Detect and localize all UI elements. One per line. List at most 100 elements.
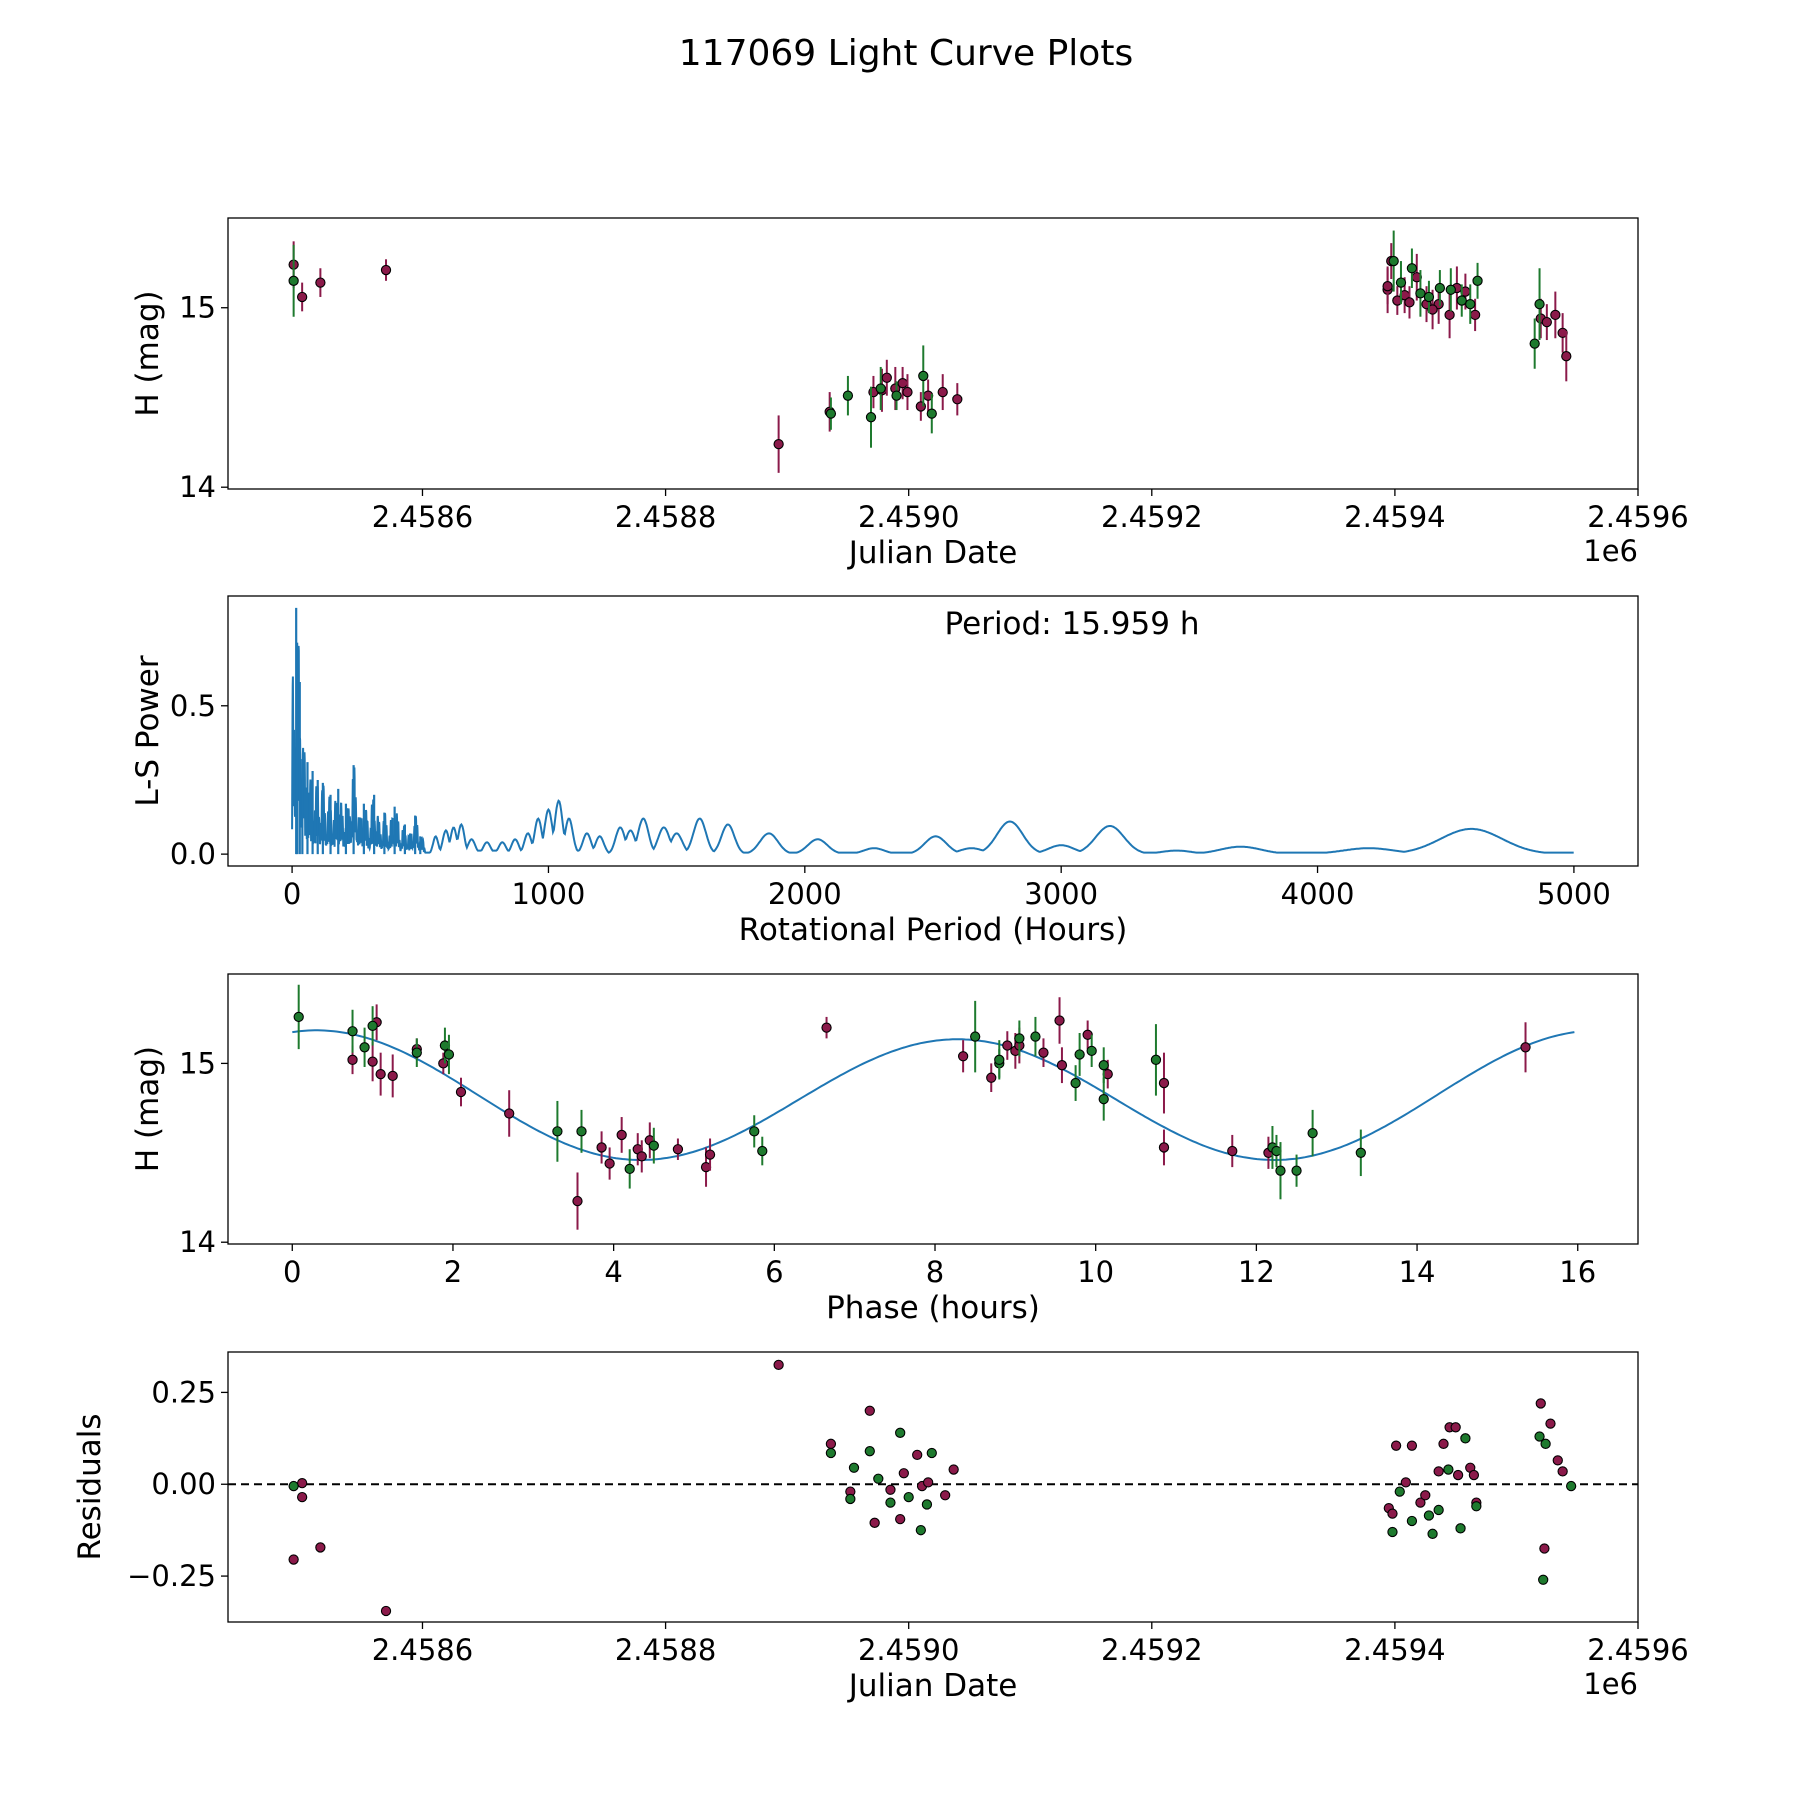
maroon-data-point <box>315 1542 326 1553</box>
green-data-point <box>1529 338 1540 349</box>
green-data-point <box>1307 1127 1318 1139</box>
maroon-data-point <box>937 386 948 398</box>
green-data-point <box>903 1491 914 1503</box>
x-tick-label: 2.4590 <box>858 500 959 534</box>
green-data-point <box>842 390 854 401</box>
green-data-point <box>1445 284 1456 295</box>
x-tick-label: 2.4588 <box>615 500 716 534</box>
green-data-point <box>1275 1165 1286 1176</box>
green-data-point <box>1406 1515 1418 1527</box>
green-data-point <box>1540 1438 1551 1449</box>
maroon-data-point <box>773 438 784 450</box>
x-tick-label: 2.4586 <box>372 500 473 534</box>
maroon-data-point <box>864 1405 875 1416</box>
green-data-point <box>918 370 929 382</box>
x-tick-label: 2000 <box>768 877 842 911</box>
maroon-data-point <box>1450 1422 1461 1433</box>
green-data-point <box>1406 263 1418 274</box>
x-tick-label: 2.4596 <box>1587 1633 1688 1667</box>
green-data-point <box>1074 1049 1085 1060</box>
green-data-point <box>875 383 886 394</box>
maroon-data-point <box>380 1605 392 1617</box>
green-data-point <box>864 1446 875 1457</box>
maroon-data-point <box>912 1449 923 1461</box>
green-data-point <box>1565 1480 1577 1492</box>
x-tick-label: 8 <box>926 1255 944 1289</box>
maroon-data-point <box>1561 351 1572 362</box>
maroon-data-point <box>704 1149 716 1160</box>
y-tick-label: 0.00 <box>151 1467 216 1501</box>
green-data-point <box>359 1042 370 1053</box>
maroon-data-point <box>288 1554 299 1565</box>
green-data-point <box>865 412 877 423</box>
period-annotation: Period: 15.959 h <box>945 606 1200 642</box>
maroon-data-point <box>604 1158 615 1169</box>
maroon-data-point <box>1433 1466 1444 1477</box>
green-data-point <box>288 1480 299 1492</box>
green-data-point <box>1395 277 1407 288</box>
maroon-data-point <box>347 1054 358 1065</box>
x-axis-label: Phase (hours) <box>826 1290 1040 1326</box>
maroon-data-point <box>821 1022 832 1033</box>
x-tick-label: 5000 <box>1537 877 1611 911</box>
green-data-point <box>926 1447 937 1459</box>
x-tick-label: 0 <box>283 1255 301 1289</box>
x-tick-label: 2.4588 <box>615 1633 716 1667</box>
maroon-data-point <box>596 1142 607 1153</box>
maroon-data-point <box>1390 1440 1402 1451</box>
maroon-data-point <box>1158 1077 1170 1089</box>
maroon-data-point <box>895 1513 906 1525</box>
maroon-data-point <box>380 264 392 276</box>
green-data-point <box>1455 1523 1466 1534</box>
x-tick-label: 3000 <box>1024 877 1098 911</box>
maroon-data-point <box>773 1359 784 1371</box>
green-data-point <box>1098 1060 1109 1071</box>
maroon-data-point <box>1557 1466 1568 1477</box>
green-data-point <box>825 1447 837 1459</box>
maroon-data-point <box>957 1051 969 1062</box>
green-data-point <box>749 1126 760 1137</box>
maroon-data-point <box>296 1491 308 1503</box>
maroon-data-point <box>902 386 913 398</box>
maroon-data-point <box>367 1056 378 1067</box>
green-data-point <box>1443 1464 1454 1475</box>
residuals-panel: 2.4586 2.4588 2.4590 2.4592 2.4594 2.4596 −0.2… <box>72 1351 1689 1704</box>
green-data-point <box>891 390 902 401</box>
y-tick-label: 0.5 <box>170 689 216 723</box>
maroon-data-point <box>1158 1142 1170 1153</box>
maroon-data-point <box>296 291 308 303</box>
maroon-data-point <box>296 1477 308 1489</box>
green-data-point <box>1423 291 1435 303</box>
green-data-point <box>873 1473 884 1484</box>
y-axis-label: H (mag) <box>130 1046 166 1172</box>
green-data-point <box>1415 288 1426 299</box>
maroon-data-point <box>672 1144 684 1155</box>
green-data-point <box>624 1163 635 1175</box>
maroon-data-point <box>1002 1040 1013 1051</box>
maroon-data-point <box>1404 297 1415 308</box>
y-tick-label: 15 <box>179 291 216 325</box>
green-data-point <box>926 408 937 419</box>
green-data-point <box>1471 1501 1482 1512</box>
green-data-point <box>1423 1510 1435 1521</box>
green-data-point <box>648 1140 659 1151</box>
maroon-data-point <box>1535 1398 1546 1409</box>
green-data-point <box>757 1145 768 1157</box>
x-tick-label: 2.4586 <box>372 1633 473 1667</box>
green-data-point <box>1070 1077 1081 1089</box>
green-data-point <box>1388 255 1399 267</box>
green-data-point <box>1098 1094 1109 1105</box>
maroon-data-point <box>1406 1440 1418 1451</box>
green-data-point <box>1538 1574 1549 1585</box>
maroon-data-point <box>636 1151 647 1162</box>
maroon-data-point <box>1539 1543 1550 1554</box>
x-tick-label: 2.4596 <box>1587 500 1688 534</box>
x-offset-label: 1e6 <box>1583 534 1638 568</box>
y-tick-label: 14 <box>179 470 216 504</box>
green-data-point <box>1465 298 1476 310</box>
green-data-point <box>970 1031 981 1042</box>
maroon-data-point <box>1541 316 1552 328</box>
x-axis-label: Julian Date <box>847 535 1018 571</box>
green-data-point <box>1434 282 1446 294</box>
